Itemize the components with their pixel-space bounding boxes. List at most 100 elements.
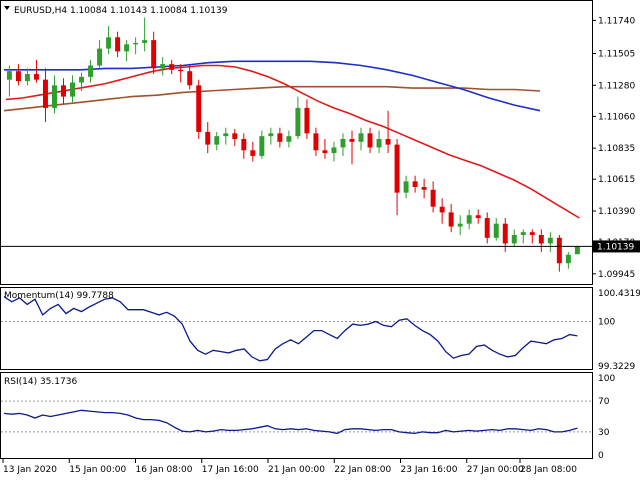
rsi-tick-label: 30 <box>598 428 610 438</box>
candle-body <box>268 133 273 136</box>
candle <box>241 133 246 158</box>
momentum-tick-label: 100 <box>598 317 615 327</box>
candle <box>232 129 237 146</box>
candle-body <box>494 224 499 238</box>
candle-body <box>575 246 580 254</box>
candle <box>521 229 526 243</box>
candle-body <box>115 37 120 51</box>
candle <box>88 60 93 83</box>
candle-body <box>232 133 237 139</box>
momentum-tick-label: 99.3229 <box>598 362 635 372</box>
candle <box>115 32 120 57</box>
candle <box>431 181 436 212</box>
time-tick-label: 22 Jan 08:00 <box>334 465 391 475</box>
candle-body <box>79 77 84 83</box>
candle-body <box>178 70 183 71</box>
candle <box>368 128 373 153</box>
candle <box>43 68 48 122</box>
candle <box>395 139 400 215</box>
candle <box>250 142 255 162</box>
candle <box>359 128 364 151</box>
time-tick-label: 13 Jan 2020 <box>3 465 57 475</box>
candle-body <box>368 133 373 147</box>
candle <box>151 32 156 74</box>
candle <box>530 229 535 243</box>
rsi-tick-label: 100 <box>598 374 615 384</box>
candle-body <box>250 150 255 156</box>
candle-body <box>322 150 327 153</box>
candle-body <box>25 74 30 81</box>
candle-body <box>70 82 75 96</box>
candle <box>16 64 21 85</box>
candle <box>214 132 219 150</box>
candle-body <box>259 136 264 156</box>
candle <box>205 122 210 153</box>
candle-body <box>395 145 400 193</box>
candle-body <box>304 108 309 133</box>
candle <box>331 142 336 162</box>
candle <box>25 68 30 85</box>
candle <box>467 210 472 230</box>
candle-body <box>458 224 463 227</box>
candle-body <box>512 235 517 243</box>
ma-fast-line <box>6 66 579 219</box>
candle <box>97 40 102 68</box>
candle-body <box>16 71 21 81</box>
candle-body <box>431 190 436 207</box>
candle <box>187 66 192 90</box>
candle-body <box>467 215 472 223</box>
candle <box>277 128 282 148</box>
candle <box>124 40 129 61</box>
candle-body <box>530 232 535 235</box>
candle <box>70 75 75 102</box>
candle <box>52 75 57 113</box>
candle <box>142 18 147 52</box>
candle-body <box>548 238 553 244</box>
candle-body <box>169 64 174 70</box>
candle-body <box>106 37 111 48</box>
price-tick-label: 1.09945 <box>598 270 635 280</box>
time-tick-label: 21 Jan 00:00 <box>268 465 325 475</box>
candle-body <box>277 133 282 141</box>
candle-body <box>241 139 246 150</box>
candle-body <box>485 218 490 238</box>
candle-body <box>566 255 571 263</box>
candle-body <box>503 224 508 244</box>
candle <box>404 176 409 199</box>
momentum-line <box>4 297 577 361</box>
time-tick-label: 27 Jan 00:00 <box>467 465 524 475</box>
candle <box>340 133 345 156</box>
collapse-triangle-icon[interactable] <box>4 6 10 10</box>
candle-body <box>142 40 147 43</box>
candle <box>304 99 309 139</box>
candle <box>422 179 427 199</box>
candle <box>34 60 39 83</box>
price-tick-label: 1.11505 <box>598 50 635 60</box>
rsi-panel-title: RSI(14) 35.1736 <box>4 377 77 387</box>
candle <box>440 198 445 223</box>
candle <box>512 229 517 246</box>
candle-body <box>521 232 526 235</box>
time-tick-label: 28 Jan 08:00 <box>520 465 577 475</box>
candle <box>286 130 291 147</box>
candle <box>350 130 355 164</box>
candle <box>458 215 463 235</box>
candle <box>485 212 490 243</box>
candle-body <box>295 108 300 136</box>
candle-body <box>205 132 210 145</box>
candle <box>386 111 391 153</box>
candle-body <box>539 235 544 243</box>
last-price-label: 1.10139 <box>597 242 634 252</box>
candle <box>169 60 174 74</box>
time-tick-label: 16 Jan 08:00 <box>136 465 193 475</box>
candle <box>322 139 327 159</box>
candle-body <box>313 133 318 150</box>
candle <box>449 204 454 232</box>
price-tick-label: 1.11740 <box>598 16 635 26</box>
candle-body <box>34 74 39 80</box>
candle-body <box>286 136 291 142</box>
